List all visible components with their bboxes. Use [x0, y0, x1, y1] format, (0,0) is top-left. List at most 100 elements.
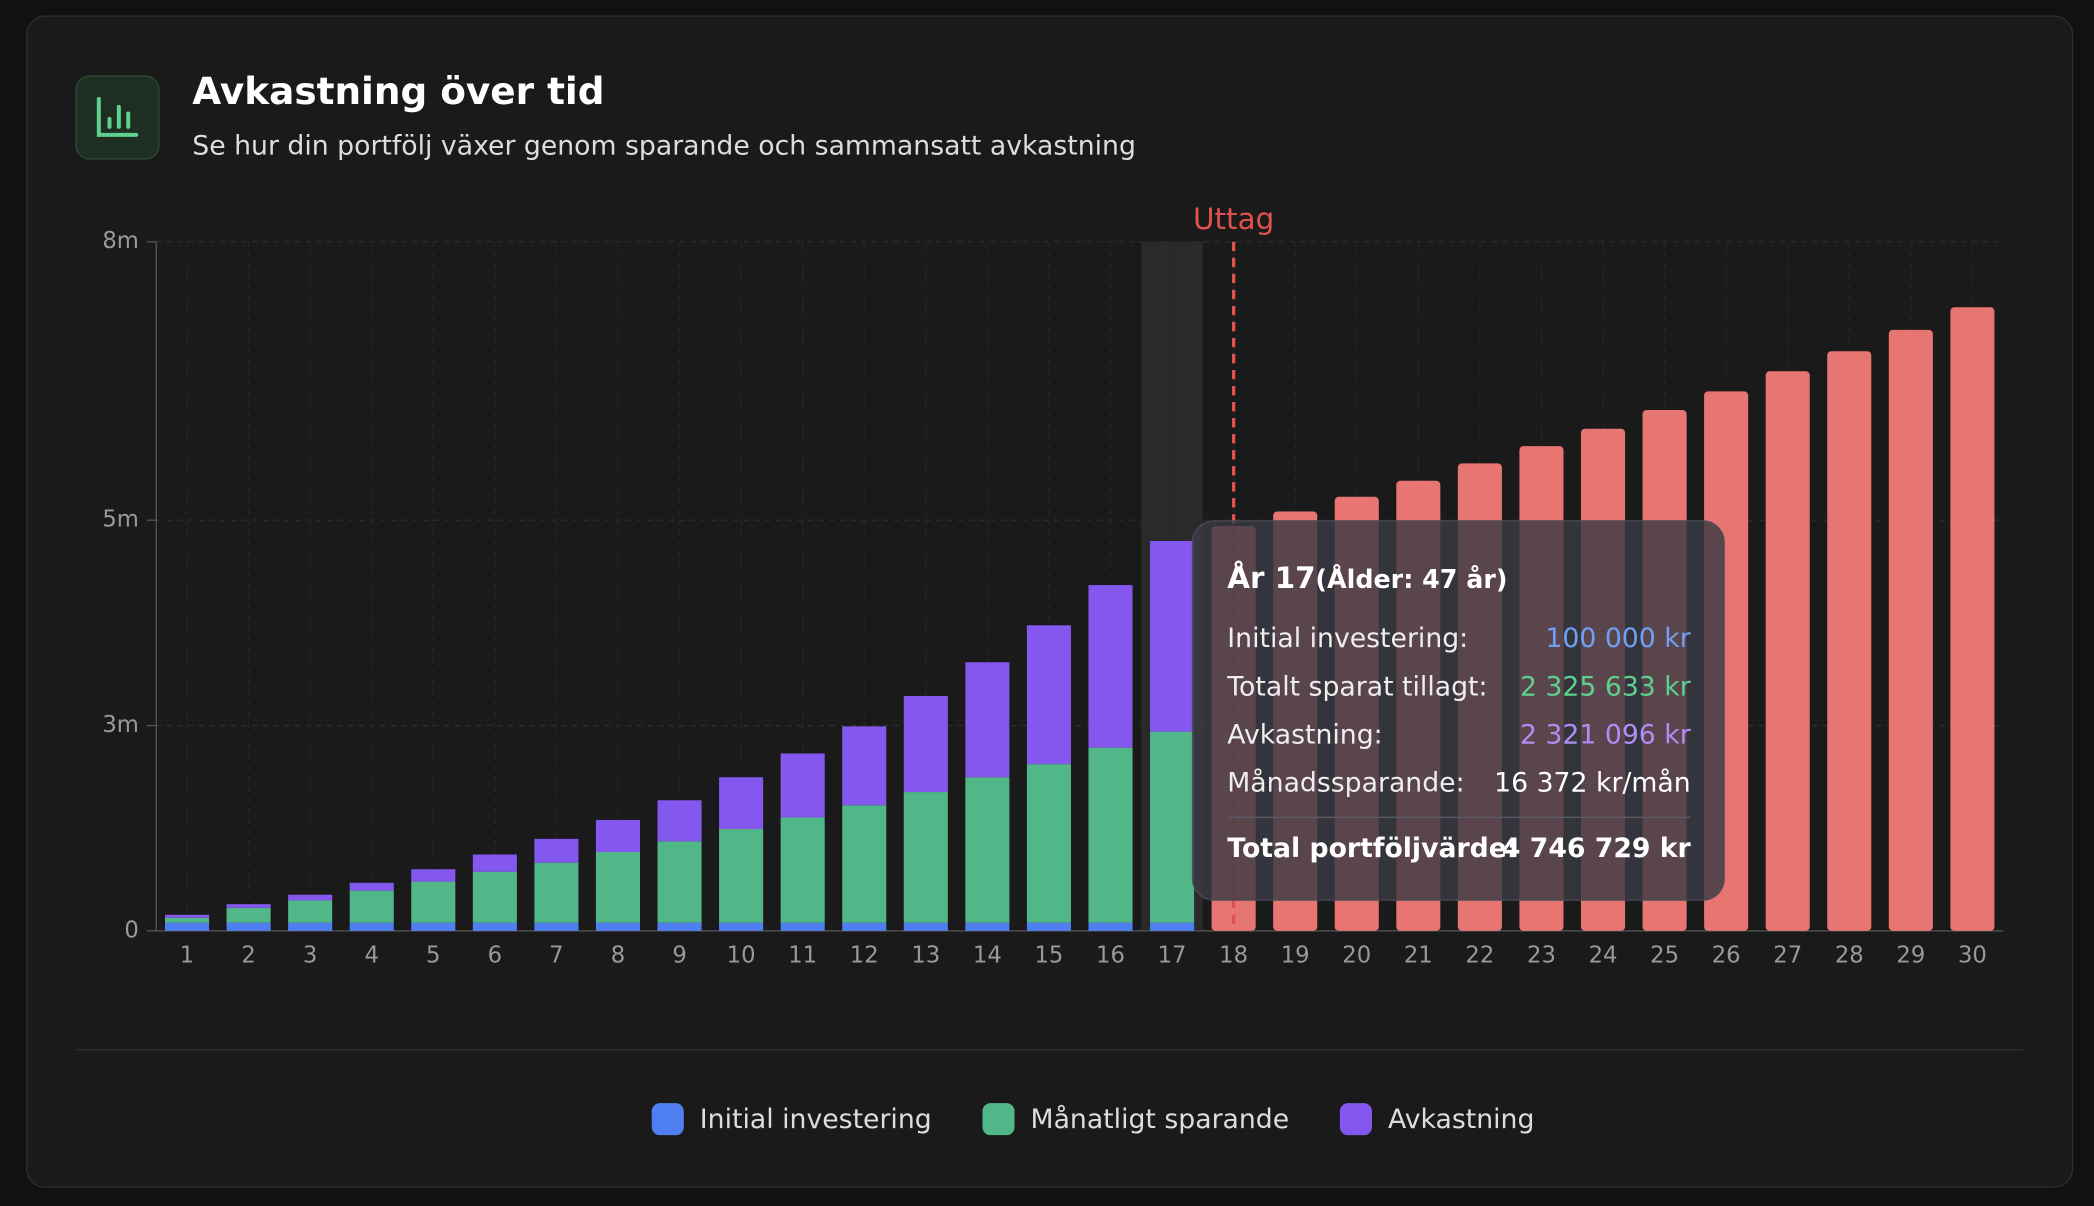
- bar-segment: [1150, 540, 1195, 732]
- y-tick-label: 0: [124, 917, 138, 943]
- x-tick-label: 29: [1896, 943, 1925, 969]
- bar-segment: [472, 922, 517, 931]
- legend-swatch: [651, 1103, 684, 1136]
- tooltip-total-value: 4 746 729 kr: [1502, 833, 1692, 864]
- tooltip-title: År 17: [1227, 559, 1315, 595]
- tooltip: År 17 (Ålder: 47 år) Initial investering: 1…: [1191, 520, 1725, 901]
- x-tick-label: 24: [1589, 943, 1618, 969]
- x-tick-label: 2: [241, 943, 255, 969]
- bar-segment: [1150, 922, 1195, 931]
- x-tick-label: 28: [1835, 943, 1864, 969]
- bar-segment: [226, 922, 271, 931]
- bar-segment: [1088, 922, 1133, 931]
- bar-segment: [164, 914, 210, 918]
- withdrawal-bar: [1765, 371, 1810, 931]
- legend-swatch: [1339, 1103, 1372, 1136]
- x-tick-label: 14: [973, 943, 1002, 969]
- bar-segment: [288, 922, 333, 931]
- bar-segment: [965, 662, 1010, 778]
- tooltip-row-value: 16 372 kr/mån: [1494, 767, 1691, 798]
- bar-segment: [534, 922, 579, 931]
- bar-segment: [842, 805, 887, 923]
- bar-segment: [534, 862, 579, 923]
- withdrawal-bar: [1827, 351, 1872, 931]
- legend-label: Avkastning: [1388, 1104, 1534, 1135]
- bar-segment: [411, 922, 456, 931]
- x-tick-label: 8: [611, 943, 625, 969]
- chart-subtitle: Se hur din portfölj växer genom sparande…: [192, 130, 1136, 161]
- x-tick-label: 4: [365, 943, 379, 969]
- tooltip-subtitle: (Ålder: 47 år): [1315, 564, 1507, 594]
- tooltip-total-label: Total portföljvärde:: [1227, 833, 1517, 864]
- bar-segment: [1088, 747, 1133, 923]
- bar-segment: [1150, 731, 1195, 923]
- legend-label: Initial investering: [700, 1104, 932, 1135]
- bar-segment: [472, 854, 517, 872]
- bar-segment: [1026, 922, 1071, 931]
- tooltip-row-label: Initial investering:: [1227, 623, 1468, 654]
- bar-segment: [1026, 625, 1071, 765]
- tooltip-row-value: 2 325 633 kr: [1520, 671, 1691, 702]
- legend-label: Månatligt sparande: [1031, 1104, 1290, 1135]
- bar-segment: [164, 922, 210, 931]
- bar-segment: [226, 907, 271, 923]
- x-tick-label: 5: [426, 943, 440, 969]
- x-tick-label: 1: [180, 943, 194, 969]
- bar-segment: [903, 695, 948, 793]
- bar-segment: [349, 922, 394, 931]
- tooltip-row-label: Månadssparande:: [1227, 767, 1464, 798]
- y-tick-label: 3m: [102, 712, 139, 738]
- bar-segment: [595, 922, 641, 931]
- bar-segment: [842, 922, 887, 931]
- bar-segment: [1026, 764, 1071, 923]
- bar-segment: [780, 753, 825, 818]
- bar-segment: [534, 838, 579, 863]
- x-tick-label: 3: [303, 943, 317, 969]
- x-tick-label: 19: [1281, 943, 1310, 969]
- tooltip-box: [1191, 520, 1725, 901]
- x-tick-label: 7: [549, 943, 563, 969]
- bar-segment: [411, 881, 456, 923]
- bar-segment: [595, 819, 641, 853]
- bar-segment: [842, 726, 887, 806]
- bar-segment: [965, 922, 1010, 931]
- chart-icon-glyph: [96, 96, 139, 137]
- tooltip-row-label: Avkastning:: [1227, 719, 1382, 750]
- x-tick-label: 21: [1404, 943, 1433, 969]
- tooltip-row-value: 100 000 kr: [1545, 623, 1690, 654]
- bar-segment: [780, 817, 825, 923]
- bar-segment: [411, 869, 456, 882]
- bar-segment: [1088, 585, 1133, 748]
- bar-segment: [903, 922, 948, 931]
- bar-segment: [595, 852, 641, 923]
- x-tick-label: 11: [788, 943, 817, 969]
- x-tick-label: 26: [1712, 943, 1741, 969]
- x-tick-label: 18: [1219, 943, 1248, 969]
- bar-segment: [719, 777, 764, 830]
- bar-segment: [657, 841, 702, 923]
- bar-segment: [288, 894, 333, 901]
- withdrawal-bar: [1888, 329, 1933, 931]
- x-tick-label: 9: [672, 943, 686, 969]
- bar-segment: [780, 922, 825, 931]
- x-tick-label: 10: [727, 943, 756, 969]
- legend: Initial investering Månatligt sparande Avk…: [651, 1103, 1534, 1136]
- x-tick-label: 27: [1773, 943, 1802, 969]
- x-tick-label: 17: [1158, 943, 1187, 969]
- bar-segment: [226, 904, 271, 908]
- x-tick-label: 15: [1034, 943, 1063, 969]
- x-tick-label: 23: [1527, 943, 1556, 969]
- tooltip-row-value: 2 321 096 kr: [1520, 719, 1691, 750]
- x-tick-label: 16: [1096, 943, 1125, 969]
- y-tick-label: 8m: [102, 228, 139, 254]
- x-tick-label: 13: [911, 943, 940, 969]
- chart-title: Avkastning över tid: [192, 69, 604, 113]
- bar-segment: [903, 792, 948, 923]
- bar-segment: [719, 922, 764, 931]
- bar-segment: [657, 922, 702, 931]
- x-tick-label: 6: [488, 943, 502, 969]
- x-tick-label: 22: [1465, 943, 1494, 969]
- x-tick-label: 20: [1342, 943, 1371, 969]
